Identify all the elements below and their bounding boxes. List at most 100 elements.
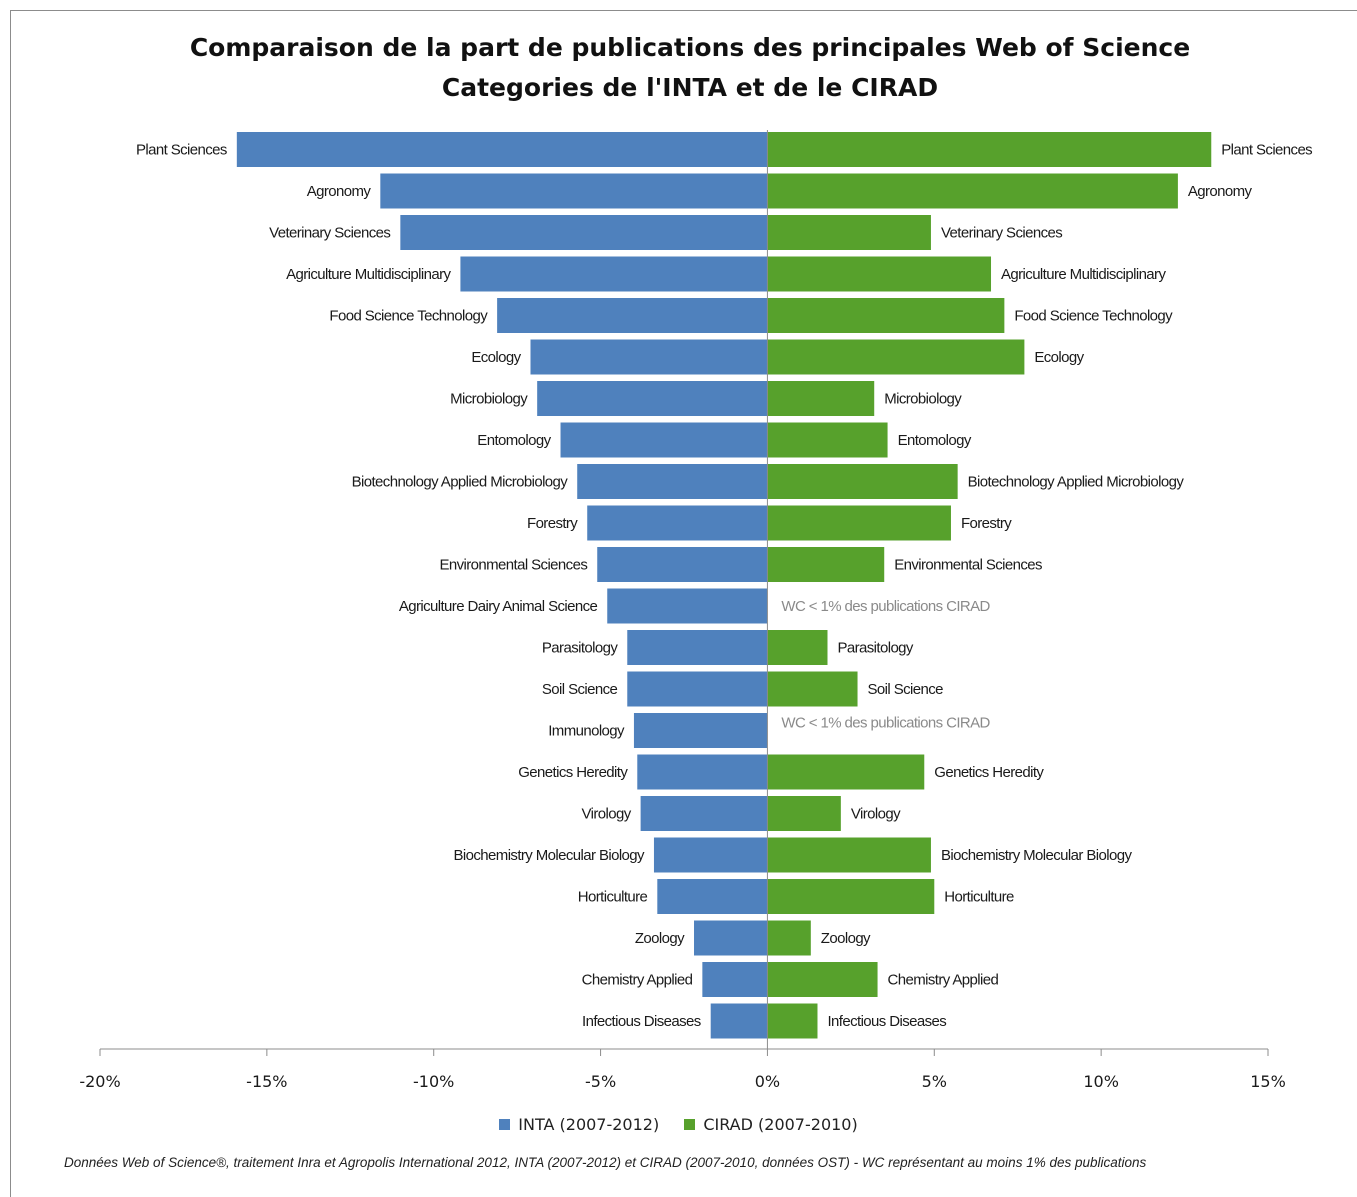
label-inta-agriculture-multidisciplinary: Agriculture Multidisciplinary	[286, 266, 451, 283]
label-inta-forestry: Forestry	[527, 515, 578, 532]
bar-inta-biotechnology-applied-microbiology	[577, 464, 768, 499]
bar-cirad-genetics-heredity	[767, 754, 925, 790]
bar-cirad-entomology	[767, 422, 888, 458]
bar-cirad-infectious-diseases	[767, 1003, 818, 1039]
bar-cirad-virology	[767, 796, 841, 831]
label-inta-chemistry-applied: Chemistry Applied	[582, 972, 693, 989]
label-inta-biochemistry-molecular-biology: Biochemistry Molecular Biology	[454, 847, 646, 864]
label-cirad-forestry: Forestry	[961, 515, 1012, 532]
bar-inta-forestry	[587, 505, 768, 541]
bar-inta-agronomy	[380, 173, 768, 209]
label-inta-environmental-sciences: Environmental Sciences	[440, 557, 588, 574]
bar-cirad-parasitology	[767, 630, 828, 665]
label-inta-agronomy: Agronomy	[307, 183, 372, 200]
label-cirad-microbiology: Microbiology	[884, 391, 962, 408]
legend-swatch-inta	[499, 1119, 511, 1130]
x-tick-label: 0%	[755, 1072, 780, 1091]
label-cirad-plant-sciences: Plant Sciences	[1221, 142, 1312, 159]
label-inta-genetics-heredity: Genetics Heredity	[518, 764, 628, 781]
chart-title-line-1: Comparaison de la part de publications d…	[189, 33, 1191, 62]
bar-cirad-ecology	[767, 339, 1025, 375]
bar-inta-parasitology	[627, 630, 768, 665]
bar-cirad-biotechnology-applied-microbiology	[767, 464, 958, 499]
label-cirad-entomology: Entomology	[898, 432, 972, 449]
legend-item-inta: INTA (2007-2012)	[499, 1115, 659, 1134]
label-inta-horticulture: Horticulture	[578, 889, 648, 906]
bar-inta-veterinary-sciences	[400, 215, 768, 250]
label-inta-agriculture-dairy-animal-science: Agriculture Dairy Animal Science	[399, 598, 598, 615]
label-cirad-infectious-diseases: Infectious Diseases	[827, 1013, 946, 1030]
label-inta-virology: Virology	[581, 806, 631, 823]
label-inta-parasitology: Parasitology	[542, 640, 618, 657]
label-inta-ecology: Ecology	[471, 349, 521, 366]
bar-inta-horticulture	[657, 879, 768, 914]
label-inta-food-science-technology: Food Science Technology	[329, 308, 488, 325]
label-inta-zoology: Zoology	[635, 930, 685, 947]
bar-cirad-environmental-sciences	[767, 547, 885, 582]
chart-title-line-2: Categories de l'INTA et de le CIRAD	[441, 73, 939, 102]
label-inta-plant-sciences: Plant Sciences	[136, 142, 227, 159]
bar-cirad-plant-sciences	[767, 132, 1212, 167]
bar-inta-microbiology	[537, 381, 768, 416]
label-cirad-food-science-technology: Food Science Technology	[1014, 308, 1173, 325]
label-cirad-soil-science: Soil Science	[868, 681, 944, 698]
bar-inta-agriculture-multidisciplinary	[460, 256, 768, 292]
label-inta-entomology: Entomology	[477, 432, 551, 449]
label-cirad-chemistry-applied: Chemistry Applied	[888, 972, 999, 989]
x-tick-label: 10%	[1083, 1072, 1119, 1091]
legend-item-cirad: CIRAD (2007-2010)	[684, 1115, 858, 1134]
label-cirad-biochemistry-molecular-biology: Biochemistry Molecular Biology	[941, 847, 1133, 864]
label-cirad-zoology: Zoology	[821, 930, 871, 947]
bar-inta-entomology	[560, 422, 768, 458]
label-cirad-parasitology: Parasitology	[837, 640, 913, 657]
label-inta-biotechnology-applied-microbiology: Biotechnology Applied Microbiology	[352, 474, 569, 491]
bar-inta-ecology	[530, 339, 768, 375]
note-cirad-missing-agriculture-dairy-animal-science: WC < 1% des publications CIRAD	[781, 598, 990, 615]
source-note: Données Web of Science®, traitement Inra…	[64, 1155, 1147, 1170]
note-cirad-missing-immunology: WC < 1% des publications CIRAD	[781, 715, 990, 732]
label-cirad-virology: Virology	[851, 806, 901, 823]
bar-cirad-zoology	[767, 920, 811, 956]
bar-inta-food-science-technology	[497, 298, 768, 333]
legend: INTA (2007-2012) CIRAD (2007-2010)	[0, 1115, 1357, 1134]
label-inta-microbiology: Microbiology	[450, 391, 528, 408]
label-cirad-veterinary-sciences: Veterinary Sciences	[941, 225, 1062, 242]
bar-inta-chemistry-applied	[702, 962, 768, 997]
bar-cirad-food-science-technology	[767, 298, 1005, 333]
x-tick-label: -15%	[246, 1072, 287, 1091]
bar-inta-plant-sciences	[236, 132, 768, 167]
label-cirad-ecology: Ecology	[1034, 349, 1084, 366]
bar-inta-immunology	[633, 713, 768, 748]
label-inta-immunology: Immunology	[548, 723, 625, 740]
bar-inta-agriculture-dairy-animal-science	[607, 588, 768, 624]
bar-cirad-soil-science	[767, 671, 858, 707]
bar-inta-biochemistry-molecular-biology	[653, 837, 768, 873]
label-cirad-environmental-sciences: Environmental Sciences	[894, 557, 1042, 574]
label-cirad-agriculture-multidisciplinary: Agriculture Multidisciplinary	[1001, 266, 1166, 283]
x-tick-label: -20%	[79, 1072, 120, 1091]
legend-swatch-cirad	[684, 1119, 696, 1130]
label-inta-soil-science: Soil Science	[542, 681, 618, 698]
bar-inta-infectious-diseases	[710, 1003, 768, 1039]
legend-label-inta: INTA (2007-2012)	[518, 1115, 660, 1134]
x-tick-label: -10%	[413, 1072, 454, 1091]
label-inta-veterinary-sciences: Veterinary Sciences	[269, 225, 390, 242]
bar-inta-virology	[640, 796, 768, 831]
label-cirad-agronomy: Agronomy	[1188, 183, 1253, 200]
bar-cirad-microbiology	[767, 381, 875, 416]
bar-cirad-biochemistry-molecular-biology	[767, 837, 931, 873]
label-cirad-horticulture: Horticulture	[944, 889, 1014, 906]
label-cirad-biotechnology-applied-microbiology: Biotechnology Applied Microbiology	[968, 474, 1185, 491]
x-tick-label: -5%	[585, 1072, 616, 1091]
bar-inta-environmental-sciences	[597, 547, 768, 582]
bar-inta-zoology	[694, 920, 768, 956]
bar-cirad-veterinary-sciences	[767, 215, 931, 250]
bar-cirad-forestry	[767, 505, 951, 541]
x-tick-label: 5%	[922, 1072, 947, 1091]
legend-label-cirad: CIRAD (2007-2010)	[703, 1115, 858, 1134]
x-tick-label: 15%	[1250, 1072, 1286, 1091]
label-inta-infectious-diseases: Infectious Diseases	[582, 1013, 701, 1030]
bar-inta-soil-science	[627, 671, 768, 707]
bar-cirad-agriculture-multidisciplinary	[767, 256, 992, 292]
bar-cirad-horticulture	[767, 879, 935, 914]
